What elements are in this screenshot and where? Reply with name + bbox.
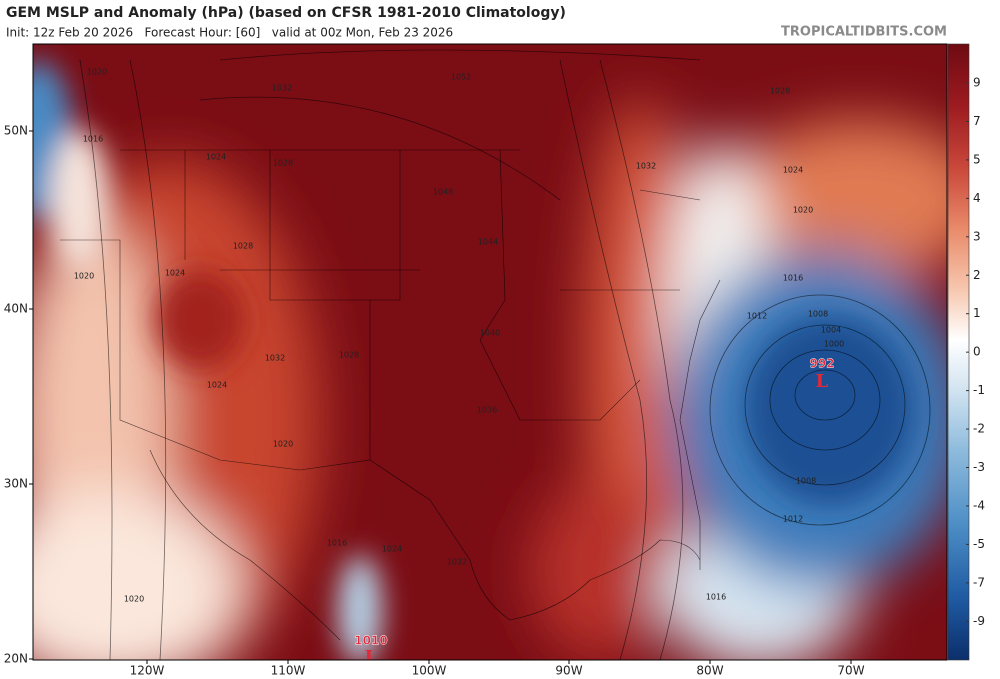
contour-label: 1020 <box>124 595 144 604</box>
contour-label: 1012 <box>783 515 803 524</box>
low-symbol: L <box>816 371 829 392</box>
contour-label: 1032 <box>636 162 656 171</box>
contour-label: 1028 <box>233 242 253 251</box>
contour-label: 1052 <box>451 73 471 82</box>
map-frame <box>32 43 948 661</box>
colorbar-label: 1 <box>973 306 981 320</box>
colorbar <box>947 43 970 661</box>
contour-label: 1032 <box>265 354 285 363</box>
longitude-label: 90W <box>555 664 582 678</box>
colorbar-label: 4 <box>973 191 981 205</box>
contour-label: 1020 <box>793 206 813 215</box>
title: GEM MSLP and Anomaly (hPa) (based on CFS… <box>6 5 566 21</box>
site-name: TROPICALTIDBITS.COM <box>781 25 947 40</box>
contour-label: 1000 <box>824 340 844 349</box>
colorbar-label: -1 <box>973 383 985 397</box>
longitude-label: 100W <box>412 664 447 678</box>
contour-label: 1020 <box>273 440 293 449</box>
contour-label: 1024 <box>206 153 226 162</box>
colorbar-label: -2 <box>973 422 985 436</box>
contour-label: 1048 <box>433 188 453 197</box>
colorbar-label: 2 <box>973 268 981 282</box>
map-field: 1020 1032 1052 1016 1024 1028 1028 1048 … <box>33 44 947 668</box>
longitude-label: 120W <box>130 664 165 678</box>
contour-label: 1040 <box>480 329 500 338</box>
longitude-label: 110W <box>271 664 306 678</box>
longitude-label: 80W <box>696 664 723 678</box>
contour-label: 1020 <box>87 68 107 77</box>
contour-label: 1024 <box>783 166 803 175</box>
colorbar-label: 0 <box>973 345 981 359</box>
contour-label: 1004 <box>821 326 841 335</box>
colorbar-label: 3 <box>973 229 981 243</box>
latitude-label: 20N <box>4 652 28 666</box>
contour-label: 1028 <box>770 87 790 96</box>
low-pressure: 992 <box>809 357 834 371</box>
contour-label: 1016 <box>327 539 347 548</box>
low-symbol: L <box>365 647 378 668</box>
axes: 50N 40N 30N 20N 120W 110W 100W 90W 80W 70W 9 7 5 4 3 2 1… <box>4 76 985 678</box>
contour-label: 1028 <box>339 351 359 360</box>
latitude-label: 50N <box>4 124 28 138</box>
colorbar-label: -3 <box>973 460 985 474</box>
contour-label: 1016 <box>706 593 726 602</box>
colorbar-label: -7 <box>973 575 985 589</box>
contour-labels: 1020 1032 1052 1016 1024 1028 1028 1048 … <box>74 68 844 604</box>
contour-label: 1008 <box>808 310 828 319</box>
contour-label: 1032 <box>272 84 292 93</box>
contour-label: 1032 <box>447 558 467 567</box>
contour-label: 1016 <box>783 274 803 283</box>
contour-label: 1020 <box>74 272 94 281</box>
contour-label: 1044 <box>478 238 498 247</box>
contour-label: 1008 <box>796 477 816 486</box>
colorbar-label: -4 <box>973 498 985 512</box>
colorbar-label: -5 <box>973 537 985 551</box>
contour-label: 1024 <box>382 545 402 554</box>
colorbar-label: 7 <box>973 114 981 128</box>
subtitle: Init: 12z Feb 20 2026 Forecast Hour: [60… <box>6 26 453 40</box>
longitude-label: 70W <box>837 664 864 678</box>
colorbar-label: -9 <box>973 614 985 628</box>
colorbar-label: 5 <box>973 152 981 166</box>
contour-label: 1036 <box>477 406 497 415</box>
colorbar-label: 9 <box>973 76 981 90</box>
contour-label: 1012 <box>747 312 767 321</box>
contour-label: 1024 <box>207 381 227 390</box>
contour-label: 1028 <box>273 159 293 168</box>
contour-label: 1024 <box>165 269 185 278</box>
latitude-label: 40N <box>4 302 28 316</box>
low-pressure: 1010 <box>354 634 387 648</box>
latitude-label: 30N <box>4 477 28 491</box>
contour-label: 1016 <box>83 135 103 144</box>
